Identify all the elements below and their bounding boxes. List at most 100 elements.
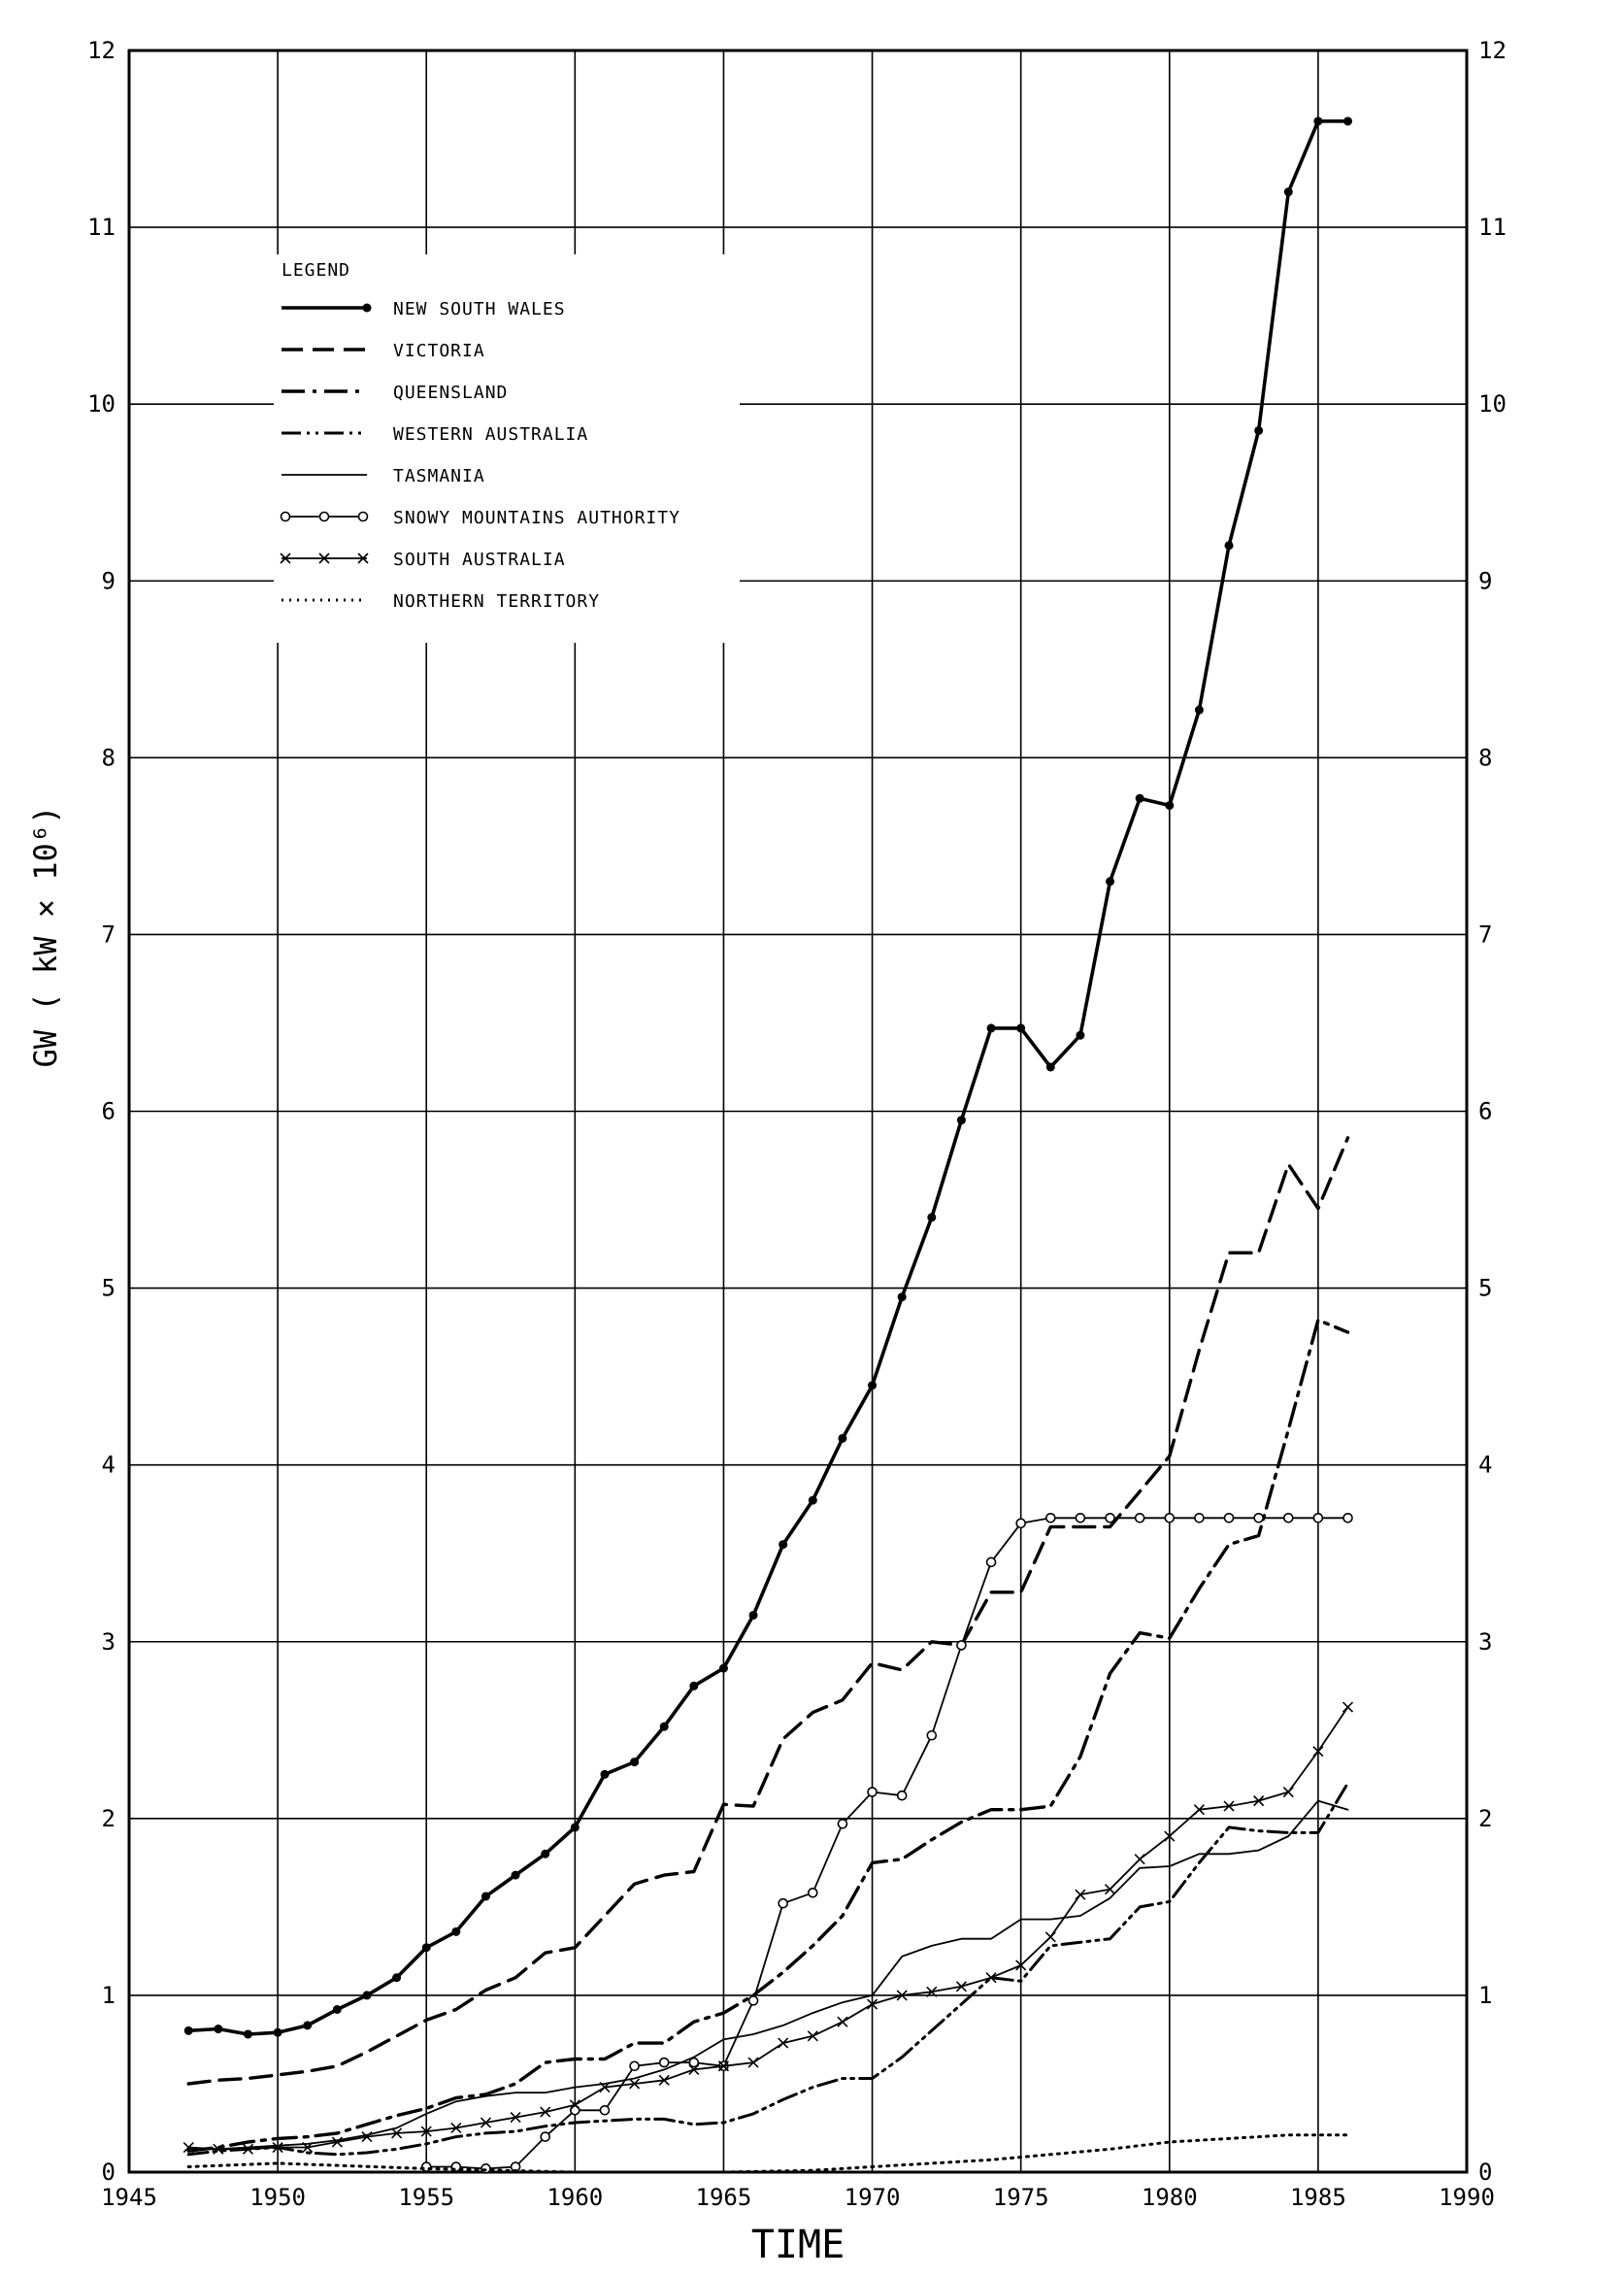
point-new-south-wales-1958 — [511, 1870, 520, 1880]
series-tasmania — [187, 1799, 1349, 2151]
x-tick-label-1970: 1970 — [845, 2184, 901, 2211]
point-new-south-wales-1963 — [659, 1722, 669, 1731]
point-new-south-wales-1965 — [718, 1663, 728, 1673]
x-tick-label-1955: 1955 — [398, 2184, 454, 2211]
point-south-australia-1957 — [480, 2117, 492, 2128]
legend-marker-snowy-mountains-authority-c — [357, 511, 369, 522]
point-south-australia-1964 — [688, 2063, 700, 2075]
x-tick-label-1945: 1945 — [101, 2184, 157, 2211]
y-tick-label-right-10: 10 — [1478, 390, 1507, 418]
legend-item-western-australia: WESTERN AUSTRALIA — [282, 424, 587, 445]
legend-item-new-south-wales: NEW SOUTH WALES — [282, 299, 565, 319]
y-tick-label-left-2: 2 — [102, 1805, 116, 1832]
legend-label-tasmania: TASMANIA — [393, 466, 485, 486]
series-south-australia — [182, 1701, 1354, 2155]
point-new-south-wales-1962 — [630, 1758, 640, 1767]
point-snowy-mountains-authority-1974 — [985, 1557, 997, 1568]
legend-items: NEW SOUTH WALES VICTORIA QUEENSLAND WESTERN… — [280, 299, 679, 612]
point-new-south-wales-1948 — [214, 2025, 223, 2034]
y-tick-label-right-12: 12 — [1478, 37, 1507, 64]
point-new-south-wales-1986 — [1343, 117, 1353, 126]
point-new-south-wales-1978 — [1106, 877, 1115, 887]
y-tick-label-right-4: 4 — [1478, 1452, 1492, 1479]
point-south-australia-1963 — [658, 2074, 670, 2086]
point-new-south-wales-1957 — [481, 1892, 490, 1901]
y-tick-label-right-0: 0 — [1478, 2159, 1492, 2186]
point-new-south-wales-1952 — [332, 2004, 342, 2014]
y-tick-label-left-10: 10 — [87, 390, 116, 418]
y-tick-label-right-3: 3 — [1478, 1628, 1492, 1656]
x-axis-title: TIME — [751, 2223, 845, 2267]
point-south-australia-1970 — [866, 1998, 878, 2010]
point-south-australia-1973 — [955, 1981, 967, 1992]
point-new-south-wales-1984 — [1283, 187, 1293, 197]
point-south-australia-1956 — [450, 2122, 462, 2134]
y-tick-label-right-8: 8 — [1478, 744, 1492, 771]
point-snowy-mountains-authority-1966 — [747, 1995, 759, 2006]
x-tick-label-1960: 1960 — [547, 2184, 603, 2211]
point-south-australia-1980 — [1164, 1830, 1176, 1842]
y-tick-label-right-2: 2 — [1478, 1805, 1492, 1832]
point-snowy-mountains-authority-1971 — [896, 1790, 908, 1801]
point-south-australia-1949 — [242, 2143, 254, 2155]
y-tick-label-left-3: 3 — [102, 1628, 116, 1656]
y-tick-label-left-5: 5 — [102, 1275, 116, 1302]
point-new-south-wales-1951 — [303, 2021, 313, 2030]
point-south-australia-1968 — [807, 2030, 818, 2042]
point-new-south-wales-1970 — [868, 1381, 878, 1390]
point-new-south-wales-1949 — [243, 2029, 252, 2039]
point-snowy-mountains-authority-1962 — [629, 2060, 640, 2072]
point-snowy-mountains-authority-1964 — [688, 2057, 700, 2068]
point-new-south-wales-1968 — [808, 1495, 817, 1505]
legend-marker-south-australia-c — [357, 553, 369, 564]
point-south-australia-1953 — [361, 2131, 373, 2143]
point-snowy-mountains-authority-1972 — [926, 1729, 938, 1741]
point-south-australia-1959 — [540, 2106, 551, 2118]
legend-label-northern-territory: NORTHERN TERRITORY — [393, 591, 600, 612]
y-tick-label-left-6: 6 — [102, 1098, 116, 1125]
point-snowy-mountains-authority-1968 — [808, 1888, 818, 1898]
x-tick-label-1950: 1950 — [249, 2184, 306, 2211]
point-new-south-wales-1985 — [1313, 117, 1323, 126]
y-tick-label-left-11: 11 — [87, 214, 116, 241]
point-snowy-mountains-authority-1969 — [837, 1818, 848, 1829]
point-south-australia-1982 — [1223, 1800, 1235, 1812]
y-tick-label-right-1: 1 — [1478, 1982, 1492, 2009]
point-snowy-mountains-authority-1975 — [1015, 1518, 1026, 1529]
point-new-south-wales-1956 — [451, 1926, 461, 1936]
point-south-australia-1984 — [1282, 1786, 1294, 1798]
legend-item-south-australia: SOUTH AUSTRALIA — [280, 550, 565, 570]
y-axis-title: GW ( kW × 10⁶) — [27, 806, 64, 1068]
point-new-south-wales-1975 — [1016, 1023, 1026, 1033]
legend-item-queensland: QUEENSLAND — [282, 383, 507, 403]
series-northern-territory — [186, 2133, 1349, 2174]
series-line-victoria — [186, 1136, 1350, 2086]
series-line-queensland — [186, 1318, 1350, 2153]
point-south-australia-1979 — [1134, 1854, 1145, 1865]
point-south-australia-1972 — [926, 1986, 938, 1997]
point-snowy-mountains-authority-1982 — [1223, 1512, 1235, 1524]
point-south-australia-1950 — [272, 2141, 283, 2154]
point-south-australia-1985 — [1312, 1746, 1324, 1758]
point-snowy-mountains-authority-1978 — [1105, 1512, 1115, 1524]
point-new-south-wales-1977 — [1076, 1030, 1085, 1040]
legend-item-tasmania: TASMANIA — [282, 466, 485, 486]
point-south-australia-1983 — [1253, 1795, 1265, 1807]
y-tick-label-left-0: 0 — [102, 2159, 116, 2186]
y-tick-label-right-7: 7 — [1478, 921, 1492, 948]
y-tick-label-right-6: 6 — [1478, 1098, 1492, 1125]
point-snowy-mountains-authority-1979 — [1134, 1512, 1145, 1524]
x-tick-label-1975: 1975 — [993, 2184, 1049, 2211]
point-snowy-mountains-authority-1985 — [1312, 1512, 1324, 1524]
point-new-south-wales-1969 — [838, 1433, 847, 1443]
point-new-south-wales-1967 — [779, 1540, 788, 1550]
series-new-south-wales — [183, 117, 1353, 2039]
y-tick-label-left-1: 1 — [102, 1982, 116, 2009]
point-south-australia-1977 — [1075, 1889, 1086, 1900]
point-snowy-mountains-authority-1970 — [867, 1787, 878, 1797]
point-new-south-wales-1976 — [1045, 1062, 1055, 1072]
legend-marker-snowy-mountains-authority-b — [318, 511, 330, 522]
point-new-south-wales-1973 — [956, 1116, 966, 1125]
